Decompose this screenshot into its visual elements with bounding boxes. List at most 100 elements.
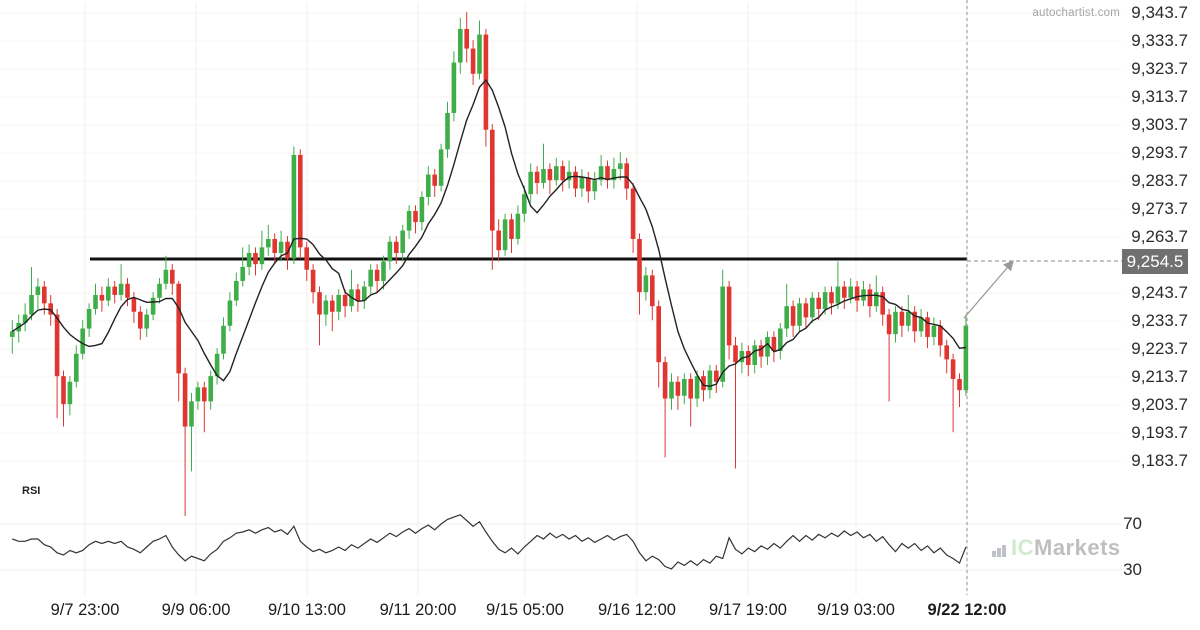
time-axis-label: 9/7 23:00 (50, 601, 120, 619)
candle-up (682, 378, 687, 396)
candle-down (867, 289, 873, 307)
autochartist-watermark: autochartist.com (1032, 7, 1120, 19)
candle-up (29, 294, 34, 315)
candle-down (630, 188, 636, 239)
price-axis-label: 9,333.7 (1131, 31, 1188, 50)
candle-up (598, 166, 604, 181)
time-axis-label: 9/10 13:00 (268, 601, 346, 619)
candle-down (842, 286, 847, 298)
price-level-badge: 9,254.5 (1122, 249, 1188, 274)
candle-down (48, 303, 53, 315)
candle-up (477, 34, 482, 74)
price-axis-label: 9,343.7 (1131, 3, 1188, 22)
price-axis-label: 9,233.7 (1131, 311, 1188, 330)
price-axis-label: 9,243.7 (1131, 283, 1188, 302)
price-axis-label: 9,183.7 (1131, 451, 1188, 470)
candle-up (874, 292, 879, 307)
candle-up (291, 154, 297, 259)
candle-up (419, 196, 425, 223)
candle-up (406, 210, 412, 231)
candle-up (522, 194, 527, 214)
candle-up (528, 171, 533, 195)
price-axis-label: 9,213.7 (1131, 367, 1188, 386)
candle-down (573, 171, 578, 189)
candle-down (131, 297, 137, 312)
candle-down (432, 174, 437, 186)
candle-up (906, 311, 911, 326)
candle-down (330, 300, 335, 312)
candle-up (195, 387, 201, 402)
candle-down (182, 373, 188, 427)
ic-markets-logo: IC Markets (992, 535, 1121, 561)
candle-up (227, 300, 233, 326)
candle-up (234, 280, 239, 301)
candle-down (662, 362, 668, 399)
candle-down (61, 376, 66, 405)
candle-down (170, 269, 175, 284)
candle-down (509, 219, 514, 239)
candle-up (387, 241, 393, 262)
candle-down (733, 345, 738, 363)
candle-down (957, 378, 962, 391)
candle-up (163, 269, 169, 284)
candle-up (208, 376, 213, 402)
candle-up (784, 306, 789, 329)
candle-down (938, 325, 943, 346)
candle-up (246, 252, 252, 267)
candle-up (259, 247, 265, 265)
time-axis-label: 9/19 03:00 (817, 601, 895, 619)
candle-up (86, 308, 92, 329)
candle-up (144, 314, 149, 329)
candle-up (336, 294, 341, 312)
candle-up (931, 325, 937, 337)
candle-down (534, 171, 540, 183)
candle-up (67, 381, 73, 405)
candle-up (579, 177, 585, 189)
candle-up (778, 328, 783, 351)
candle-down (202, 387, 207, 402)
candle-up (822, 292, 828, 309)
time-axis-label: 9/15 05:00 (486, 601, 564, 619)
candle-up (221, 325, 226, 354)
candle-up (707, 370, 713, 391)
candle-down (285, 241, 290, 259)
candle-up (93, 294, 98, 309)
candle-up (22, 314, 28, 323)
candle-down (304, 247, 309, 270)
candle-up (797, 303, 802, 326)
candle-up (278, 241, 284, 253)
candle-down (829, 292, 834, 304)
candle-down (112, 286, 117, 295)
candle-down (714, 370, 719, 382)
candle-up (157, 283, 162, 298)
candle-down (637, 238, 642, 293)
candle-up (189, 401, 194, 427)
candle-up (611, 168, 617, 181)
candle-down (605, 166, 610, 181)
logo-markets-text: Markets (1034, 535, 1121, 560)
candle-down (624, 163, 629, 189)
candle-up (541, 168, 546, 183)
candle-down (650, 275, 655, 307)
candle-down (374, 269, 380, 281)
candle-up (118, 283, 124, 295)
candle-down (899, 311, 905, 326)
candle-down (854, 286, 860, 301)
logo-ic-text: IC (1011, 535, 1034, 560)
forecast-arrow (963, 260, 1014, 319)
candle-down (298, 154, 303, 248)
candle-down (355, 289, 361, 301)
candle-up (918, 317, 924, 332)
price-axis-label: 9,303.7 (1131, 115, 1188, 134)
candle-up (720, 286, 725, 382)
candle-down (950, 359, 956, 379)
candle-up (240, 266, 245, 281)
candle-up (438, 149, 444, 186)
candle-up (643, 275, 649, 293)
candle-up (106, 286, 111, 301)
price-axis-label: 9,203.7 (1131, 395, 1188, 414)
candle-up (739, 350, 745, 363)
candle-up (694, 376, 700, 399)
candle-up (835, 286, 841, 304)
